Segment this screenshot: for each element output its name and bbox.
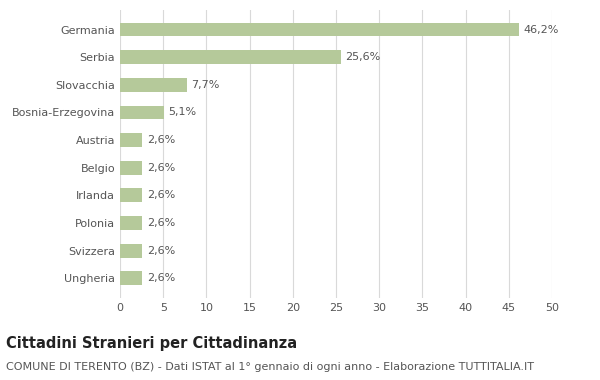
- Bar: [120, 244, 142, 258]
- Bar: [120, 271, 142, 285]
- Bar: [120, 78, 187, 92]
- Text: 2,6%: 2,6%: [147, 273, 175, 283]
- Text: 2,6%: 2,6%: [147, 190, 175, 200]
- Bar: [120, 133, 142, 147]
- Text: 2,6%: 2,6%: [147, 135, 175, 145]
- Text: 2,6%: 2,6%: [147, 245, 175, 256]
- Text: 7,7%: 7,7%: [191, 80, 219, 90]
- Text: COMUNE DI TERENTO (BZ) - Dati ISTAT al 1° gennaio di ogni anno - Elaborazione TU: COMUNE DI TERENTO (BZ) - Dati ISTAT al 1…: [6, 362, 534, 372]
- Bar: [120, 161, 142, 175]
- Text: 46,2%: 46,2%: [523, 25, 559, 35]
- Text: 5,1%: 5,1%: [169, 108, 197, 117]
- Bar: [120, 188, 142, 202]
- Text: 2,6%: 2,6%: [147, 218, 175, 228]
- Text: 25,6%: 25,6%: [346, 52, 381, 62]
- Bar: [120, 216, 142, 230]
- Text: Cittadini Stranieri per Cittadinanza: Cittadini Stranieri per Cittadinanza: [6, 336, 297, 351]
- Bar: [120, 106, 164, 119]
- Text: 2,6%: 2,6%: [147, 163, 175, 173]
- Bar: [120, 23, 519, 36]
- Bar: [120, 50, 341, 64]
